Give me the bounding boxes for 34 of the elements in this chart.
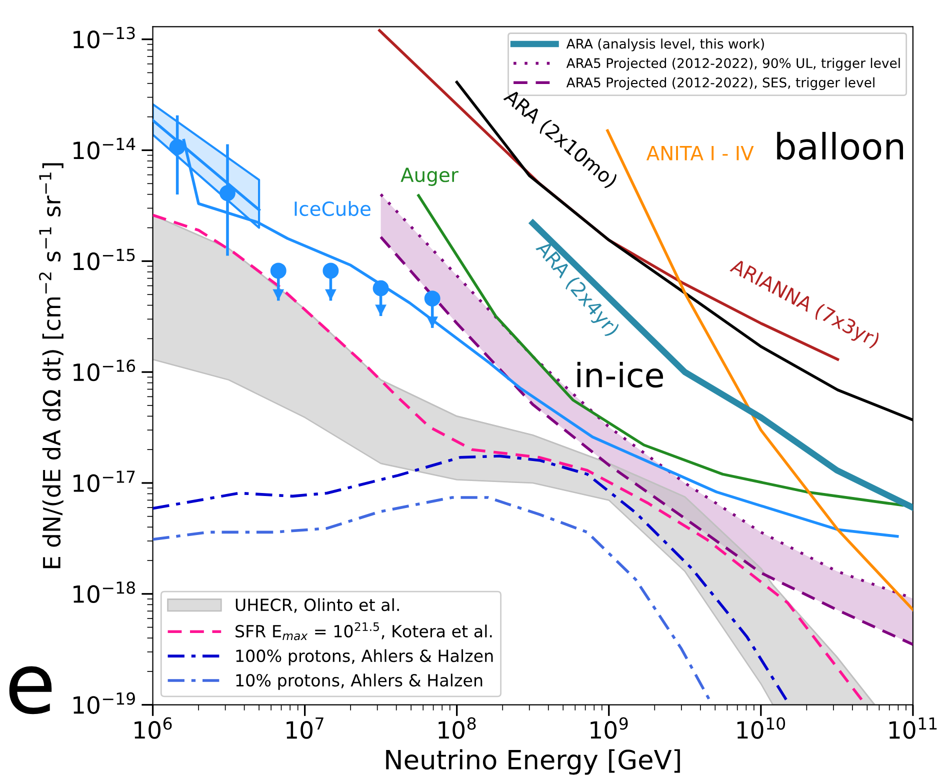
y-tick-label: 10$^{−13}$	[74, 26, 135, 48]
point	[169, 138, 186, 155]
x-tick-label: 10$^{10}$	[737, 717, 786, 739]
point	[322, 262, 339, 279]
x-tick-label: 10$^{6}$	[134, 717, 172, 739]
legend-label: ARA5 Projected (2012-2022), SES, trigger level	[566, 77, 874, 90]
x-tick-label: 10$^{9}$	[590, 717, 628, 739]
legend-label: 10% protons, Ahlers & Halzen	[236, 674, 482, 690]
y-tick-label: 10$^{−17}$	[74, 470, 135, 492]
legend-label: 100% protons, Ahlers & Halzen	[236, 649, 493, 666]
legend-label: SFR E$_{max}$ = 10$^{21.5}$, Kotera et al.	[236, 622, 492, 640]
y-tick-label: 10$^{−19}$	[74, 692, 135, 714]
point	[270, 262, 286, 279]
point	[220, 185, 236, 202]
annotation: balloon	[777, 132, 903, 160]
annotation: Auger	[400, 168, 458, 186]
x-tick-label: 10$^{8}$	[438, 717, 476, 739]
x-tick-label: 10$^{11}$	[889, 717, 937, 739]
legend-label: ARA5 Projected (2012-2022), 90% UL, trigger level	[566, 58, 900, 71]
x-axis-title: Neutrino Energy [GeV]	[386, 749, 680, 775]
legend-label: UHECR, Olinto et al.	[236, 598, 399, 613]
point	[424, 290, 440, 307]
y-tick-label: 10$^{−18}$	[74, 581, 135, 604]
annotation: IceCube	[294, 201, 370, 216]
y-tick-label: 10$^{−14}$	[74, 138, 136, 160]
annotation: ANITA I - IV	[646, 146, 754, 160]
text: e	[9, 666, 52, 714]
y-tick-label: 10$^{−16}$	[74, 360, 136, 382]
y-tick-label: 10$^{−15}$	[74, 248, 135, 270]
legend-label: ARA (analysis level, this work)	[566, 38, 764, 52]
y-axis-title: E dN/(dE dA dΩ dt) [cm$^{−2}$ s$^{−1}$ sr$^{−1}$]	[38, 163, 64, 568]
x-tick-label: 10$^{7}$	[286, 717, 324, 739]
point	[372, 280, 389, 296]
annotation: in-ice	[577, 362, 664, 388]
